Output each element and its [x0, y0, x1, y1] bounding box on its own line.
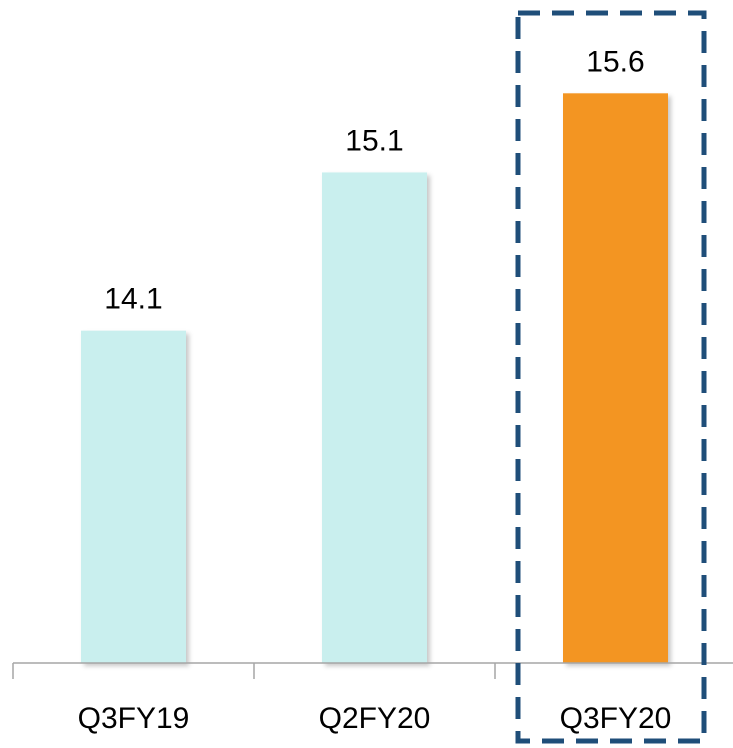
- x-tick-labels-group: Q3FY19 Q2FY20 Q3FY20: [78, 702, 672, 735]
- x-tick-label-q3fy19: Q3FY19: [78, 702, 190, 735]
- data-label-q3fy20: 15.6: [586, 45, 644, 78]
- bar-q2fy20: [322, 172, 427, 664]
- x-tick-label-q3fy20: Q3FY20: [560, 702, 672, 735]
- data-label-q3fy19: 14.1: [104, 283, 162, 316]
- bar-q3fy20: [563, 93, 668, 664]
- highlight-box: [515, 10, 707, 744]
- x-axis: [12, 662, 733, 679]
- x-tick-label-q2fy20: Q2FY20: [319, 702, 431, 735]
- data-labels-group: 14.1 15.1 15.6: [104, 45, 644, 315]
- data-label-q2fy20: 15.1: [345, 124, 403, 157]
- bars-group: [81, 93, 668, 664]
- bar-q3fy19: [81, 330, 186, 663]
